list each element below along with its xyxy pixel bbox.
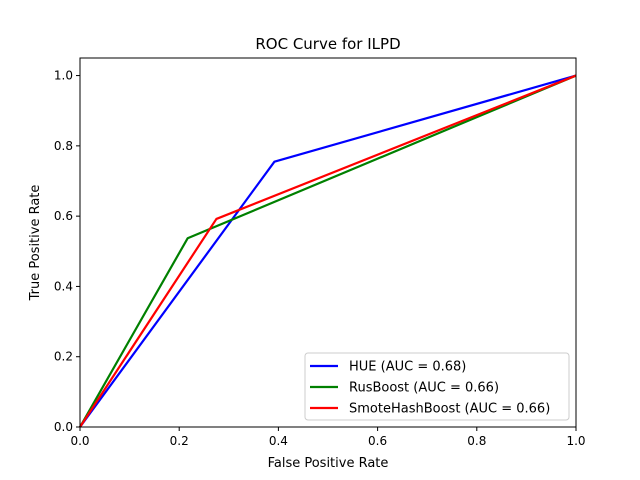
x-axis-ticks: 0.0 0.2 0.4 0.6 0.8 1.0 — [70, 427, 586, 448]
x-tick-label: 0.4 — [269, 434, 288, 448]
y-tick-label: 0.0 — [54, 420, 73, 434]
y-axis-ticks: 0.0 0.2 0.4 0.6 0.8 1.0 — [54, 69, 80, 434]
legend-label: SmoteHashBoost (AUC = 0.66) — [349, 402, 550, 417]
y-tick-label: 0.4 — [54, 279, 73, 293]
x-tick-label: 1.0 — [566, 434, 585, 448]
y-tick-label: 1.0 — [54, 69, 73, 83]
chart-title: ROC Curve for ILPD — [255, 35, 400, 53]
x-axis-label: False Positive Rate — [268, 456, 389, 471]
y-tick-label: 0.6 — [54, 209, 73, 223]
x-tick-label: 0.2 — [170, 434, 189, 448]
x-tick-label: 0.0 — [70, 434, 89, 448]
series-layer — [79, 74, 577, 428]
y-tick-label: 0.2 — [54, 350, 73, 364]
legend-label: RusBoost (AUC = 0.66) — [349, 381, 499, 396]
y-tick-label: 0.8 — [54, 139, 73, 153]
x-tick-label: 0.6 — [368, 434, 387, 448]
legend: HUE (AUC = 0.68) RusBoost (AUC = 0.66) Smo… — [304, 352, 570, 421]
legend-box — [304, 352, 570, 421]
legend-label: HUE (AUC = 0.68) — [349, 360, 466, 375]
y-axis-label: True Positive Rate — [28, 185, 43, 302]
series-line-0 — [79, 74, 577, 428]
series-line-1 — [79, 74, 577, 428]
x-tick-label: 0.8 — [467, 434, 486, 448]
axes-frame — [79, 57, 577, 428]
series-line-2 — [79, 74, 577, 428]
